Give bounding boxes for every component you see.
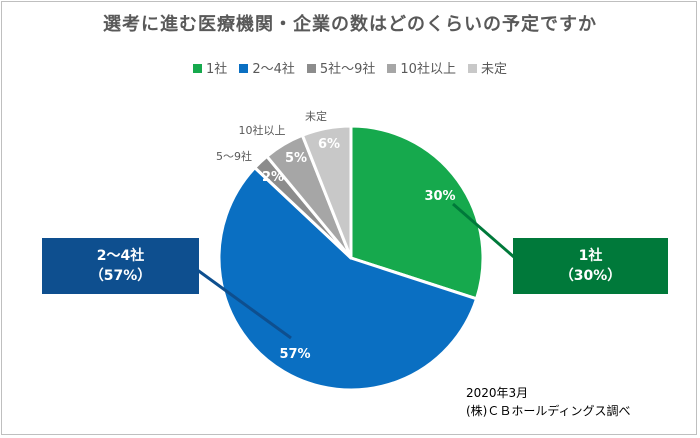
legend-label-3: 10社以上 [400,62,456,77]
legend-item-2: 5社〜9社 [306,58,376,77]
legend-label-2: 5社〜9社 [319,62,376,77]
chart-title: 選考に進む医療機関・企業の数はどのくらいの予定ですか [103,14,597,35]
legend-label-1: 2〜4社 [252,62,295,77]
value-label-0: 30% [424,189,455,204]
value-label-2: 2% [262,170,284,185]
leader-line-2-4 [184,259,292,340]
legend-swatch-3 [387,64,397,73]
leader-line-1 [452,202,523,266]
outside-label-2: 5〜9社 [216,149,252,163]
callout-1-name: 1社 [578,248,603,264]
callout-1: 1社 （30%） [513,238,668,294]
callout-2-4-percent: （57%） [89,268,152,284]
source-org: (株)ＣＢホールディングス調べ [466,404,631,418]
legend-label-4: 未定 [480,62,507,77]
slice-0 [349,124,485,301]
source-note: 2020年3月 (株)ＣＢホールディングス調べ [466,384,631,420]
value-label-3: 5% [285,151,307,166]
outside-label-3: 10社以上 [239,123,286,137]
slice-4 [300,124,353,260]
callout-2-4: 2〜4社 （57%） [42,238,199,294]
outside-label-4: 未定 [305,109,327,123]
legend-item-4: 未定 [467,58,507,77]
callout-1-percent: （30%） [559,268,622,284]
legend-item-1: 2〜4社 [239,58,295,77]
legend: 1社 2〜4社 5社〜9社 10社以上 未定 [0,58,700,77]
source-date: 2020年3月 [466,386,529,400]
legend-swatch-0 [193,64,203,73]
value-label-4: 6% [318,137,340,152]
legend-item-0: 1社 [193,58,227,77]
legend-swatch-4 [467,64,477,73]
legend-swatch-2 [306,64,316,73]
legend-swatch-1 [239,64,249,73]
value-label-1: 57% [279,347,310,362]
legend-label-0: 1社 [206,62,228,77]
legend-item-3: 10社以上 [387,58,456,77]
callout-2-4-name: 2〜4社 [96,248,145,264]
